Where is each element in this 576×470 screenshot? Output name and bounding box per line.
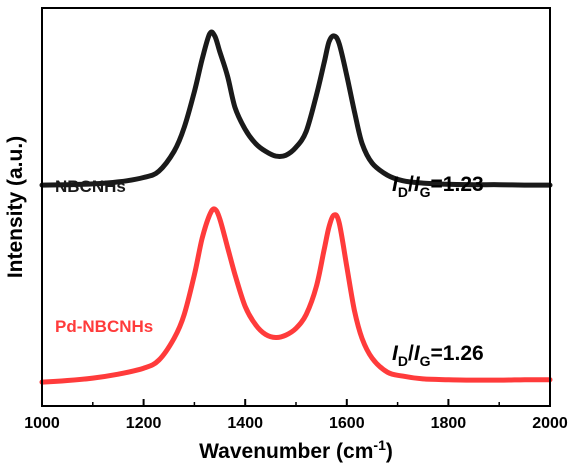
x-axis-ticks: 1000 1200 1400 1600 1800 2000 <box>24 399 568 432</box>
series-line-pd-nbcnhs <box>39 206 553 385</box>
series-line-nbcnhs <box>39 29 553 188</box>
ratio-annotation-nbcnhs: ID/IG=1.23 <box>392 173 484 200</box>
y-axis-title: Intensity (a.u.) <box>4 136 27 278</box>
x-axis-title: Wavenumber (cm-1) <box>199 437 393 463</box>
plot-lines <box>39 29 553 385</box>
series-label-pd-nbcnhs: Pd-NBCNHs <box>55 317 153 336</box>
x-tick-label: 1800 <box>431 415 467 432</box>
x-axis-title-end: ) <box>386 440 393 463</box>
series-label-nbcnhs: NBCNHs <box>55 177 126 196</box>
x-tick-label: 1200 <box>126 415 162 432</box>
x-tick-label: 1600 <box>329 415 365 432</box>
ratio-annotation-pd-nbcnhs: ID/IG=1.26 <box>392 342 484 369</box>
x-tick-label: 1000 <box>24 415 60 432</box>
x-tick-label: 2000 <box>532 415 568 432</box>
x-tick-label: 1400 <box>227 415 263 432</box>
x-axis-title-superscript: -1 <box>373 437 386 453</box>
